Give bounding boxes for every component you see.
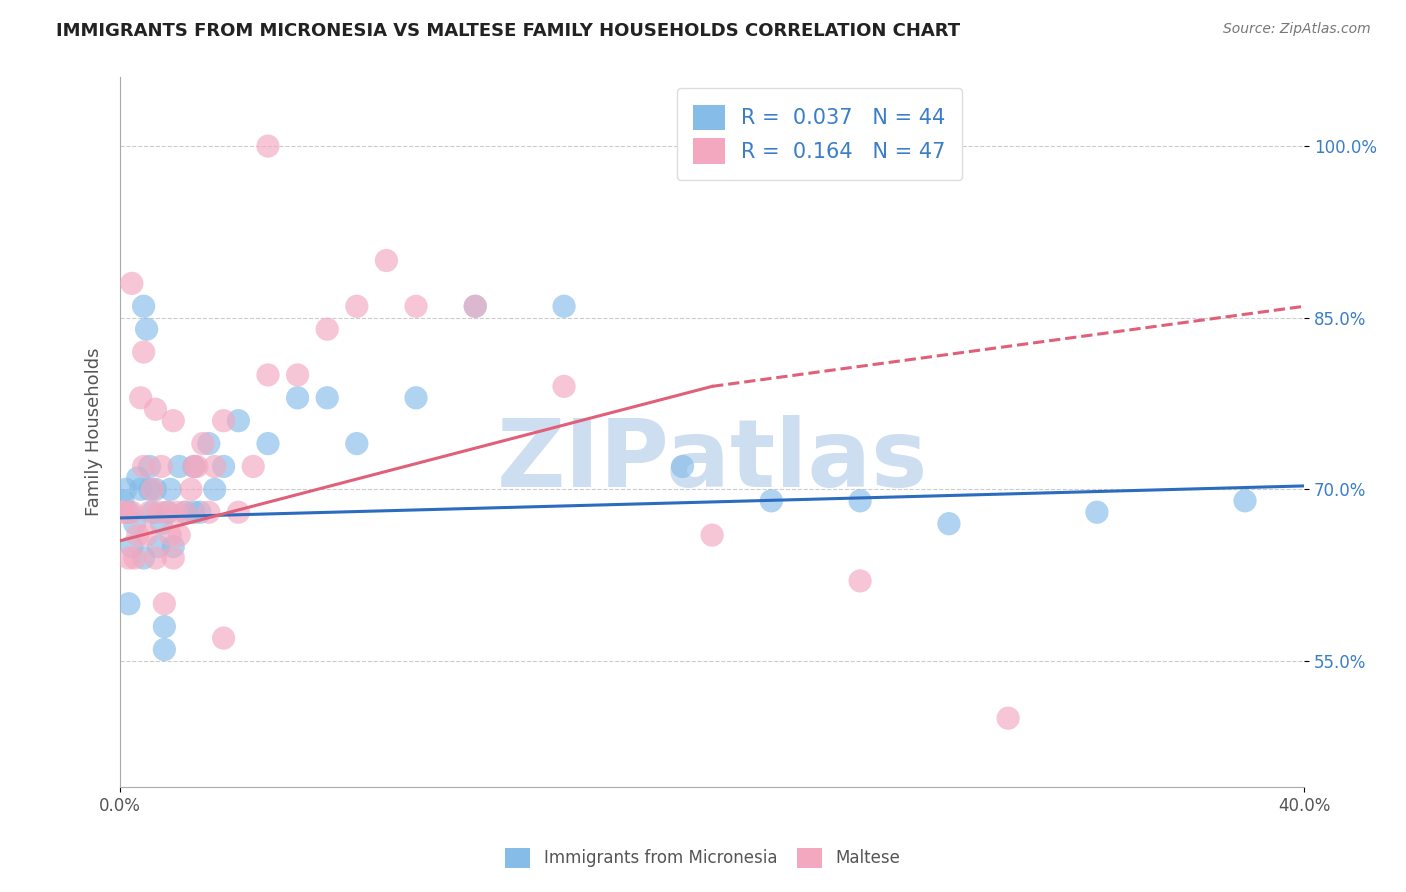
Point <box>156 505 179 519</box>
Point <box>287 391 309 405</box>
Point <box>138 459 160 474</box>
Point <box>124 551 146 566</box>
Point <box>257 139 280 153</box>
Point <box>129 391 152 405</box>
Legend: Immigrants from Micronesia, Maltese: Immigrants from Micronesia, Maltese <box>499 841 907 875</box>
Point <box>174 505 197 519</box>
Point <box>167 459 190 474</box>
Point <box>997 711 1019 725</box>
Point <box>138 505 160 519</box>
Point <box>153 620 176 634</box>
Point <box>197 505 219 519</box>
Point <box>197 436 219 450</box>
Point <box>150 516 173 531</box>
Point <box>162 551 184 566</box>
Point <box>162 540 184 554</box>
Point <box>204 483 226 497</box>
Point <box>132 459 155 474</box>
Point <box>242 459 264 474</box>
Text: IMMIGRANTS FROM MICRONESIA VS MALTESE FAMILY HOUSEHOLDS CORRELATION CHART: IMMIGRANTS FROM MICRONESIA VS MALTESE FA… <box>56 22 960 40</box>
Point <box>118 505 141 519</box>
Point <box>375 253 398 268</box>
Point <box>111 493 134 508</box>
Point <box>553 379 575 393</box>
Point <box>186 459 208 474</box>
Text: ZIPatlas: ZIPatlas <box>496 415 928 507</box>
Point <box>761 493 783 508</box>
Point <box>405 299 427 313</box>
Point <box>212 631 235 645</box>
Point <box>132 551 155 566</box>
Point <box>212 459 235 474</box>
Point <box>162 414 184 428</box>
Point <box>183 505 205 519</box>
Point <box>938 516 960 531</box>
Point <box>121 505 143 519</box>
Point <box>1085 505 1108 519</box>
Point <box>145 483 167 497</box>
Point <box>153 597 176 611</box>
Point <box>132 299 155 313</box>
Point <box>174 505 197 519</box>
Point <box>138 483 160 497</box>
Point <box>115 505 138 519</box>
Point <box>191 436 214 450</box>
Point <box>316 322 339 336</box>
Point <box>127 471 149 485</box>
Point <box>188 505 211 519</box>
Point <box>165 505 187 519</box>
Point <box>115 483 138 497</box>
Point <box>167 528 190 542</box>
Point <box>553 299 575 313</box>
Point <box>121 277 143 291</box>
Point <box>228 414 250 428</box>
Point <box>212 414 235 428</box>
Point <box>228 505 250 519</box>
Point <box>204 459 226 474</box>
Point <box>346 436 368 450</box>
Point <box>156 505 179 519</box>
Point <box>121 540 143 554</box>
Point <box>180 483 202 497</box>
Point <box>183 459 205 474</box>
Text: Source: ZipAtlas.com: Source: ZipAtlas.com <box>1223 22 1371 37</box>
Point <box>316 391 339 405</box>
Point <box>132 345 155 359</box>
Point <box>1233 493 1256 508</box>
Point <box>148 505 170 519</box>
Point <box>145 551 167 566</box>
Point <box>464 299 486 313</box>
Point <box>183 459 205 474</box>
Point <box>150 459 173 474</box>
Point <box>129 483 152 497</box>
Point <box>849 493 872 508</box>
Point <box>145 402 167 417</box>
Legend: R =  0.037   N = 44, R =  0.164   N = 47: R = 0.037 N = 44, R = 0.164 N = 47 <box>676 87 962 180</box>
Point <box>141 483 163 497</box>
Point <box>118 551 141 566</box>
Point <box>464 299 486 313</box>
Point <box>257 368 280 382</box>
Point <box>346 299 368 313</box>
Point <box>257 436 280 450</box>
Point <box>135 528 157 542</box>
Point <box>159 528 181 542</box>
Point <box>124 516 146 531</box>
Point <box>287 368 309 382</box>
Point <box>153 642 176 657</box>
Point <box>700 528 723 542</box>
Point <box>118 597 141 611</box>
Point <box>141 505 163 519</box>
Point <box>159 483 181 497</box>
Point <box>148 540 170 554</box>
Point <box>127 528 149 542</box>
Y-axis label: Family Households: Family Households <box>86 348 103 516</box>
Point <box>111 505 134 519</box>
Point <box>849 574 872 588</box>
Point <box>405 391 427 405</box>
Point <box>671 459 693 474</box>
Point <box>135 322 157 336</box>
